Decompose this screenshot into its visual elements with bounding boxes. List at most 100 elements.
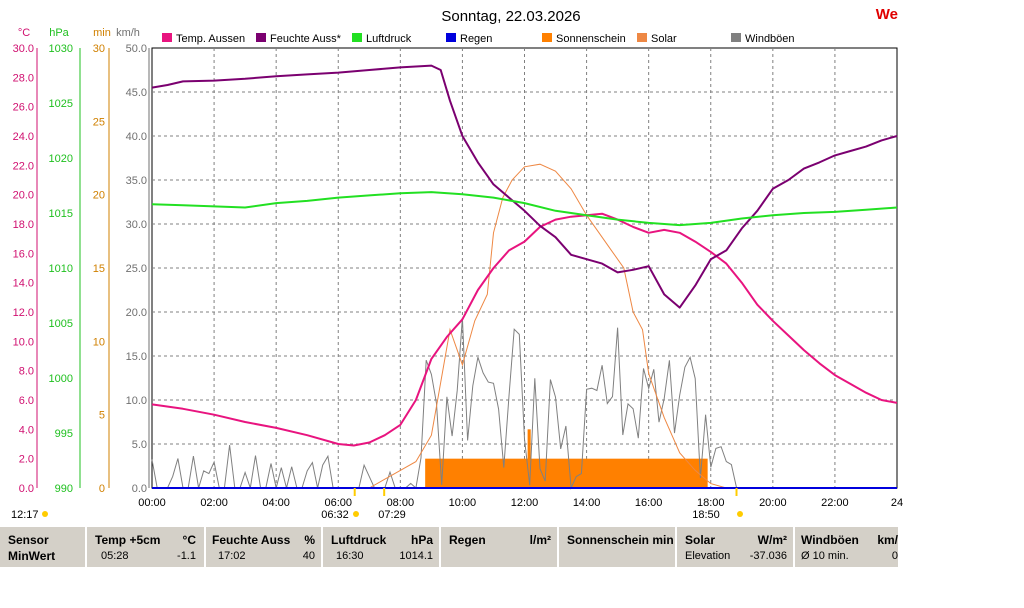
temp-unit: °C: [182, 533, 196, 547]
legend-swatch: [637, 33, 647, 42]
x-tick-label: 06:00: [324, 497, 352, 509]
legend-label: Temp. Aussen: [176, 33, 245, 45]
legend-label: Solar: [651, 33, 677, 45]
wind-tick-label: 20.0: [126, 307, 147, 319]
temp-tick-label: 20.0: [13, 190, 34, 202]
sunshine-tick-label: 10: [93, 336, 105, 348]
sunshine-tick-label: 5: [99, 410, 105, 422]
wind-tick-label: 35.0: [126, 175, 147, 187]
axis-unit-label: km/h: [116, 27, 140, 39]
wind-tick-label: 40.0: [126, 131, 147, 143]
pressure-tick-label: 1015: [49, 208, 73, 220]
wind-tick-label: 50.0: [126, 43, 147, 55]
temp-tick-label: 14.0: [13, 278, 34, 290]
humidity-header: Feuchte Auss: [212, 533, 291, 547]
rain-header: Regen: [449, 533, 486, 547]
x-tick-label: 02:00: [200, 497, 228, 509]
legend-label: Luftdruck: [366, 33, 412, 45]
axis-unit-label: min: [93, 27, 111, 39]
footer-sensor: Sensor MinWert: [0, 527, 87, 567]
sunshine-bar: [425, 458, 708, 488]
legend-swatch: [731, 33, 741, 42]
x-tick-label: 14:00: [573, 497, 601, 509]
series-temp-aussen: [151, 212, 898, 447]
temp-tick-label: 0.0: [19, 483, 34, 495]
solar-header: Solar: [685, 533, 716, 547]
wind-avg-value: 0: [891, 550, 898, 562]
legend-swatch: [352, 33, 362, 42]
wind-tick-label: 5.0: [132, 439, 147, 451]
series-luftdruck: [151, 191, 898, 227]
sunshine-tick-label: 30: [93, 43, 105, 55]
x-tick-label: 18:00: [697, 497, 725, 509]
pressure-tick-label: 1020: [49, 153, 73, 165]
temp-tick-label: 26.0: [13, 102, 34, 114]
temp-tick-label: 18.0: [13, 219, 34, 231]
legend-swatch: [162, 33, 172, 42]
pressure-tick-label: 1010: [49, 263, 73, 275]
wind-tick-label: 30.0: [126, 219, 147, 231]
temp-value: -1.1: [177, 550, 196, 562]
solar-unit: W/m²: [757, 533, 787, 547]
temp-tick-label: 28.0: [13, 72, 34, 84]
legend-label: Regen: [460, 33, 492, 45]
temp-tick-label: 16.0: [13, 248, 34, 260]
footer-solar: Solar W/m² Elevation -37.036: [677, 527, 795, 567]
humidity-unit: %: [304, 533, 315, 547]
time-marker-label: 12:17: [11, 509, 39, 521]
pressure-tick-label: 1030: [49, 43, 73, 55]
footer-sunshine: Sonnenschein min: [559, 527, 677, 567]
x-tick-label: 22:00: [821, 497, 849, 509]
pressure-tick-label: 1005: [49, 318, 73, 330]
pressure-unit: hPa: [410, 533, 433, 547]
x-tick-label: 16:00: [635, 497, 663, 509]
temp-tick-label: 24.0: [13, 131, 34, 143]
sunshine-tick-label: 0: [99, 483, 105, 495]
x-tick-label: 04:00: [262, 497, 290, 509]
wind-tick-label: 10.0: [126, 395, 147, 407]
temp-tick-label: 8.0: [19, 366, 34, 378]
sunshine-tick-label: 25: [93, 116, 105, 128]
x-tick-label: 20:00: [759, 497, 787, 509]
legend-label: Windböen: [745, 33, 795, 45]
humidity-time: 17:02: [218, 550, 246, 562]
legend-label: Sonnenschein: [556, 33, 626, 45]
wind-tick-label: 15.0: [126, 351, 147, 363]
sunset-icon: [737, 511, 743, 517]
temp-tick-label: 22.0: [13, 160, 34, 172]
x-tick-label: 12:00: [511, 497, 539, 509]
sunshine-header: Sonnenschein min: [567, 533, 674, 547]
x-tick-label: 10:00: [449, 497, 477, 509]
wind-tick-label: 25.0: [126, 263, 147, 275]
elevation-value: -37.036: [749, 550, 787, 562]
sunshine-tick-label: 20: [93, 190, 105, 202]
time-marker-label: 07:29: [378, 509, 406, 521]
sun-icon: [42, 511, 48, 517]
sunshine-tick-label: 15: [93, 263, 105, 275]
axis-unit-label: °C: [18, 27, 30, 39]
weather-chart: Sonntag, 22.03.2026 °C hPa min km/h 0.0 2.0 4.0…: [11, 8, 903, 521]
temp-tick-label: 2.0: [19, 454, 34, 466]
footer-rain: Regen l/m²: [441, 527, 559, 567]
pressure-tick-label: 995: [55, 428, 73, 440]
series-feuchte-aussen: [151, 64, 898, 309]
time-marker-label: 18:50: [692, 509, 720, 521]
axis-unit-label: hPa: [49, 27, 69, 39]
x-tick-label: 00:00: [138, 497, 166, 509]
legend-label: Feuchte Auss*: [270, 33, 342, 45]
pressure-value: 1014.1: [399, 550, 433, 562]
temp-tick-label: 6.0: [19, 395, 34, 407]
wind-unit: km/: [877, 533, 898, 547]
series-solar: [369, 163, 727, 489]
temp-tick-label: 30.0: [13, 43, 34, 55]
footer-pressure: Luftdruck hPa 16:30 1014.1: [323, 527, 441, 567]
wind-tick-label: 45.0: [126, 87, 147, 99]
temp-tick-label: 4.0: [19, 424, 34, 436]
elevation-label: Elevation: [685, 550, 731, 562]
temp-tick-label: 12.0: [13, 307, 34, 319]
pressure-header: Luftdruck: [331, 533, 387, 547]
rain-unit: l/m²: [529, 533, 551, 547]
pressure-tick-label: 990: [55, 483, 73, 495]
footer-wind: Windböen km/ Ø 10 min. 0: [795, 527, 898, 567]
sensor-header: Sensor: [8, 533, 49, 547]
